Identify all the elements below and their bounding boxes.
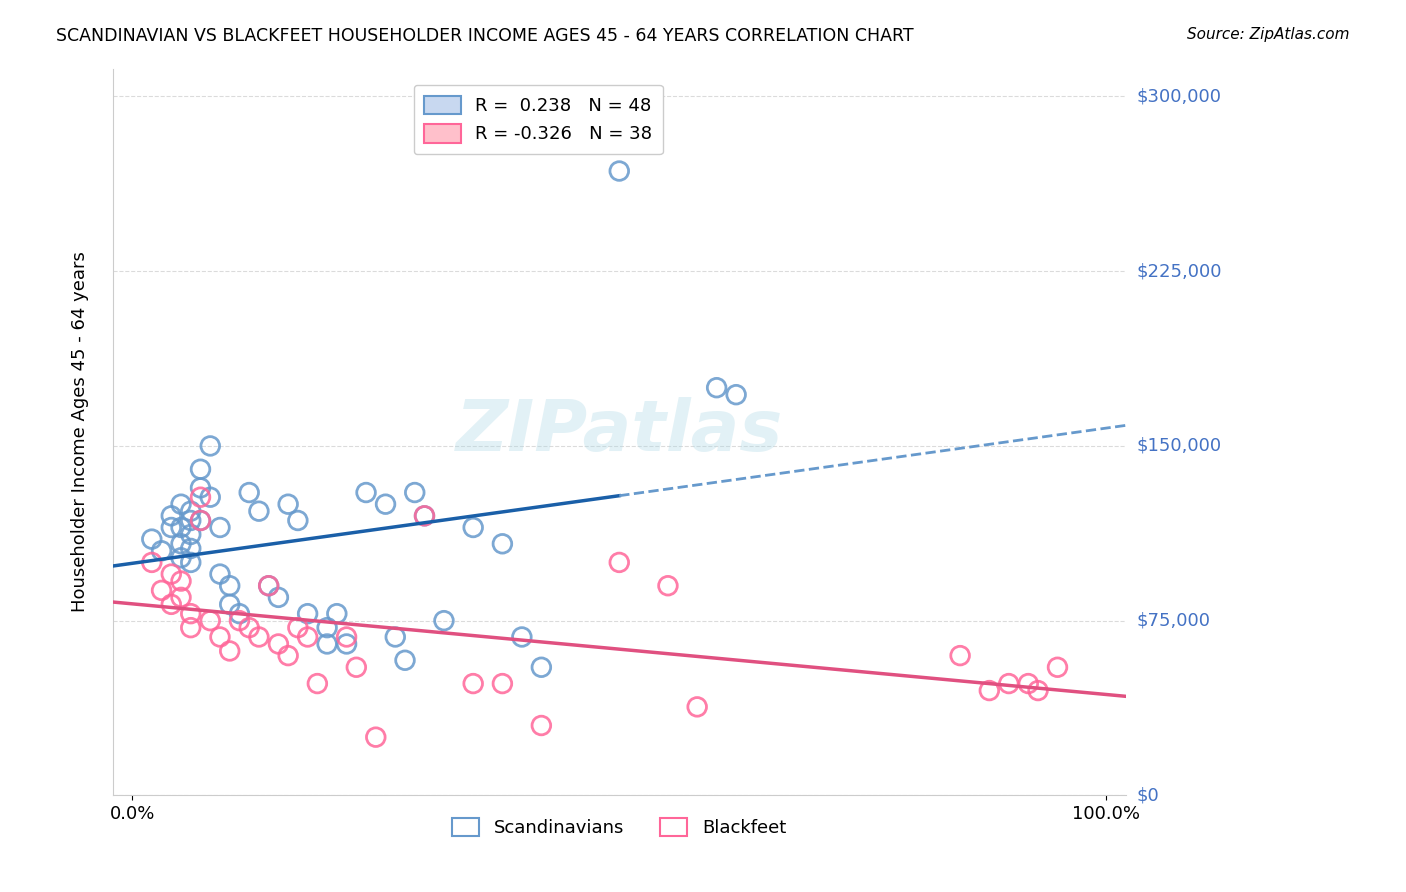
Point — [267, 637, 290, 651]
Point — [170, 537, 193, 551]
Point — [433, 614, 456, 628]
Point — [180, 541, 202, 556]
Text: $300,000: $300,000 — [1137, 87, 1222, 105]
Point — [326, 607, 349, 621]
Point — [491, 537, 513, 551]
Point — [228, 607, 250, 621]
Point — [218, 579, 240, 593]
Point — [316, 621, 339, 635]
Text: ZIPatlas: ZIPatlas — [456, 398, 783, 467]
Point — [200, 490, 222, 504]
Point — [384, 630, 406, 644]
Point — [180, 514, 202, 528]
Point — [335, 630, 357, 644]
Point — [297, 630, 319, 644]
Point — [180, 556, 202, 570]
Point — [530, 660, 553, 674]
Point — [190, 462, 212, 476]
Point — [374, 497, 396, 511]
Point — [257, 579, 280, 593]
Point — [335, 637, 357, 651]
Point — [607, 164, 630, 178]
Point — [530, 718, 553, 732]
Text: $225,000: $225,000 — [1137, 262, 1222, 280]
Point — [180, 621, 202, 635]
Point — [170, 520, 193, 534]
Point — [218, 644, 240, 658]
Point — [218, 598, 240, 612]
Point — [190, 514, 212, 528]
Legend: Scandinavians, Blackfeet: Scandinavians, Blackfeet — [446, 811, 793, 845]
Point — [160, 520, 183, 534]
Point — [160, 508, 183, 523]
Point — [491, 676, 513, 690]
Point — [463, 676, 485, 690]
Point — [247, 504, 270, 518]
Point — [257, 579, 280, 593]
Point — [180, 607, 202, 621]
Point — [287, 514, 309, 528]
Point — [238, 485, 260, 500]
Point — [297, 607, 319, 621]
Text: SCANDINAVIAN VS BLACKFEET HOUSEHOLDER INCOME AGES 45 - 64 YEARS CORRELATION CHAR: SCANDINAVIAN VS BLACKFEET HOUSEHOLDER IN… — [56, 27, 914, 45]
Point — [354, 485, 377, 500]
Point — [949, 648, 972, 663]
Point — [170, 574, 193, 588]
Point — [238, 621, 260, 635]
Point — [160, 567, 183, 582]
Point — [267, 591, 290, 605]
Point — [180, 504, 202, 518]
Point — [277, 497, 299, 511]
Point — [607, 556, 630, 570]
Point — [1017, 676, 1039, 690]
Point — [150, 583, 173, 598]
Point — [657, 579, 679, 593]
Point — [200, 439, 222, 453]
Text: $0: $0 — [1137, 787, 1160, 805]
Point — [170, 591, 193, 605]
Point — [316, 637, 339, 651]
Point — [706, 381, 728, 395]
Point — [170, 550, 193, 565]
Point — [1026, 683, 1049, 698]
Point — [287, 621, 309, 635]
Point — [686, 699, 709, 714]
Point — [364, 730, 387, 744]
Point — [150, 543, 173, 558]
Point — [141, 532, 163, 546]
Point — [725, 387, 748, 401]
Point — [463, 520, 485, 534]
Point — [190, 490, 212, 504]
Point — [190, 481, 212, 495]
Point — [247, 630, 270, 644]
Point — [344, 660, 367, 674]
Point — [1046, 660, 1069, 674]
Point — [307, 676, 329, 690]
Point — [404, 485, 426, 500]
Point — [180, 527, 202, 541]
Text: $150,000: $150,000 — [1137, 437, 1222, 455]
Text: Source: ZipAtlas.com: Source: ZipAtlas.com — [1187, 27, 1350, 42]
Point — [160, 598, 183, 612]
Point — [200, 614, 222, 628]
Point — [510, 630, 533, 644]
Text: $75,000: $75,000 — [1137, 612, 1211, 630]
Point — [413, 508, 436, 523]
Point — [208, 630, 231, 644]
Point — [190, 514, 212, 528]
Point — [141, 556, 163, 570]
Y-axis label: Householder Income Ages 45 - 64 years: Householder Income Ages 45 - 64 years — [72, 252, 89, 613]
Point — [998, 676, 1021, 690]
Point — [208, 520, 231, 534]
Point — [979, 683, 1001, 698]
Point — [228, 614, 250, 628]
Point — [413, 508, 436, 523]
Point — [277, 648, 299, 663]
Point — [208, 567, 231, 582]
Point — [394, 653, 416, 667]
Point — [170, 497, 193, 511]
